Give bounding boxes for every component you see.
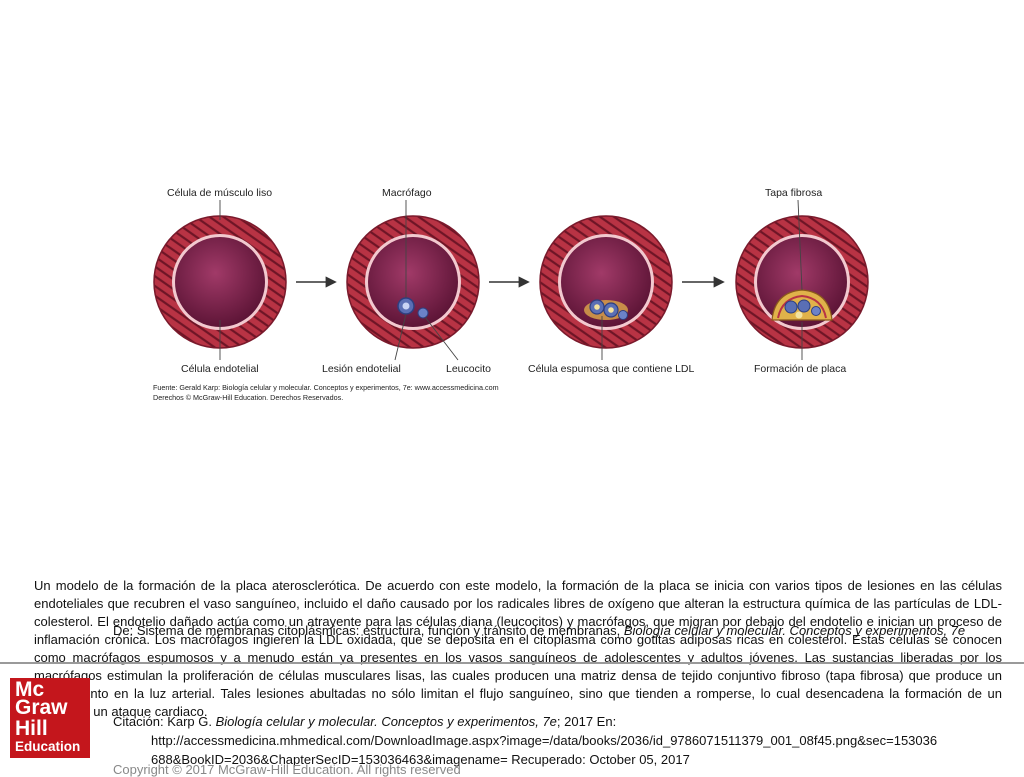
leader-fibrous-cap (797, 199, 803, 291)
figure-diagram: Célula de músculo liso Macrófago Tapa fi… (153, 187, 869, 402)
label-smooth-muscle: Célula de músculo liso (167, 187, 272, 199)
from-prefix: De: (113, 623, 137, 638)
vessel-foam-cell (539, 215, 673, 349)
figure-rights: Derechos © McGraw-Hill Education. Derech… (153, 393, 343, 402)
from-book: Biología celular y molecular. Conceptos … (623, 623, 966, 638)
atherosclerosis-figure: Célula de músculo liso Macrófago Tapa fi… (150, 180, 870, 405)
label-fibrous-cap: Tapa fibrosa (765, 187, 822, 199)
label-endothelial-lesion: Lesión endotelial (322, 363, 401, 375)
citation-suffix: ; 2017 En: (556, 714, 617, 729)
logo-line1: Mc (15, 678, 45, 701)
citation-prefix: Citación: Karp G. (113, 714, 216, 729)
macrophage-icon (397, 297, 415, 315)
leader-leukocyte (424, 316, 459, 361)
label-plaque-formation: Formación de placa (754, 363, 846, 375)
label-endothelial-cell: Célula endotelial (181, 363, 259, 375)
credits-from: De: Sistema de membranas citoplásmicas: … (113, 622, 1013, 639)
citation-url-line1[interactable]: http://accessmedicina.mhmedical.com/Down… (151, 733, 938, 748)
label-foam-cell: Célula espumosa que contiene LDL (528, 363, 695, 375)
leader-endothelial-lesion (394, 313, 407, 361)
vessel-normal (153, 215, 287, 349)
mcgraw-hill-logo: Mc Graw Hill Education (10, 678, 90, 758)
from-text: Sistema de membranas citoplásmicas: estr… (136, 623, 624, 638)
leukocyte-icon (417, 307, 429, 319)
figure-source: Fuente: Gerald Karp: Biología celular y … (153, 383, 499, 392)
label-leukocyte: Leucocito (446, 363, 491, 375)
separator-line (0, 662, 1024, 664)
citation-block: Citación: Karp G. Biología celular y mol… (113, 712, 1023, 769)
figure-caption: Un modelo de la formación de la placa at… (34, 578, 1002, 719)
plaque-icon (771, 289, 833, 321)
label-macrophage: Macrófago (382, 187, 432, 199)
vessel-lesion (346, 215, 480, 349)
logo-line3: Hill (15, 717, 48, 740)
citation-book: Biología celular y molecular. Conceptos … (215, 714, 557, 729)
logo-line2: Graw (15, 696, 68, 719)
citation-url-line2[interactable]: 688&BookID=2036&ChapterSecID=153036463&i… (151, 752, 690, 767)
logo-line4: Education (15, 739, 81, 754)
copyright-text: Copyright © 2017 McGraw-Hill Education. … (113, 762, 461, 777)
foam-cells-icon (584, 299, 628, 320)
